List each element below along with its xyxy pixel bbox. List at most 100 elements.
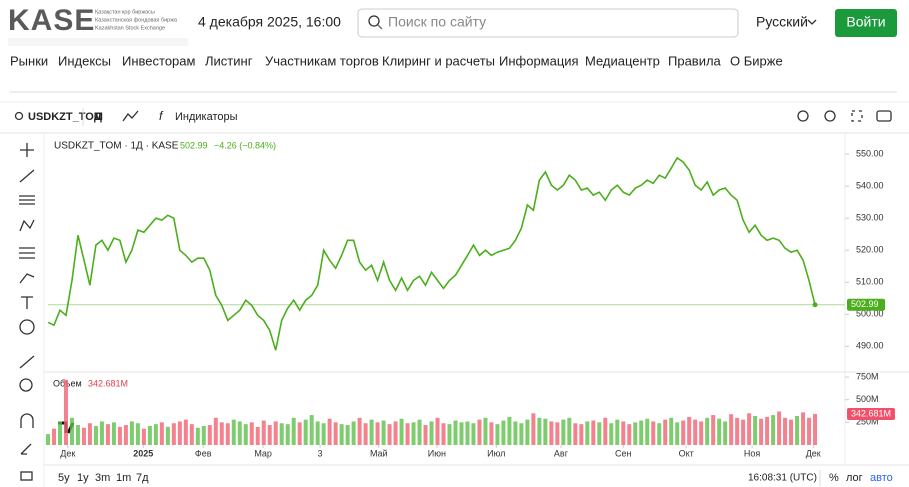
text-tool[interactable]	[21, 296, 33, 309]
nav-item[interactable]: О Бирже	[730, 53, 783, 68]
volume-bar	[249, 422, 254, 445]
tagline: Казахстанская фондовая биржа	[95, 17, 178, 23]
x-tick-label: Окт	[679, 448, 694, 458]
chevron	[807, 19, 817, 25]
logo[interactable]: KASE	[8, 4, 95, 37]
volume-bar	[543, 418, 548, 445]
icon[interactable]	[797, 110, 809, 122]
magnet-tool[interactable]	[20, 413, 34, 428]
y-tick-label: 550.00	[856, 148, 884, 158]
nav-item[interactable]: Информация	[499, 53, 579, 68]
x-tick-label: Июн	[428, 448, 446, 458]
x-tick-label: Июл	[487, 448, 505, 458]
volume-bar	[99, 421, 104, 445]
pencil-tool[interactable]	[20, 443, 32, 455]
range-button[interactable]: 1m	[116, 472, 131, 484]
volume-bar	[177, 421, 182, 445]
volume-bar	[315, 421, 320, 445]
volume-bar	[759, 418, 764, 445]
percent[interactable]: %	[829, 472, 839, 484]
search-box[interactable]	[357, 8, 739, 38]
symbol[interactable]: USDKZT_TOM	[28, 111, 103, 123]
volume-bar	[447, 424, 452, 445]
volume-bar	[813, 413, 818, 445]
tagline: Kazakhstan Stock Exchange	[95, 25, 165, 31]
nav-item[interactable]: Медиацентр	[585, 53, 660, 68]
volume-bar	[46, 434, 50, 445]
nav-item[interactable]: Клиринг и расчеты	[382, 53, 495, 68]
pattern-tool[interactable]	[19, 219, 35, 232]
volume-bar	[435, 417, 440, 445]
auto[interactable]: авто	[870, 472, 893, 484]
volume-bar	[363, 423, 368, 445]
search-icon	[377, 24, 383, 30]
volume-bar	[489, 422, 494, 445]
volume-bar	[645, 418, 650, 445]
volume-bar	[675, 422, 680, 445]
range-button[interactable]: 7д	[136, 472, 149, 484]
zoom-tool[interactable]	[19, 378, 33, 392]
range-button[interactable]: 3m	[95, 472, 110, 484]
volume-bar	[621, 421, 626, 445]
volume-bar	[747, 413, 752, 445]
volume-bar	[735, 417, 740, 445]
last-price-label: 502.99	[851, 299, 879, 309]
interval[interactable]: Д	[94, 111, 102, 123]
x-tick-label: Май	[370, 448, 388, 458]
last-price-box	[847, 298, 885, 311]
channel-tool[interactable]	[19, 195, 35, 205]
volume-bar	[441, 423, 446, 445]
emoji-tool[interactable]	[19, 319, 35, 335]
nav-item[interactable]: Инвесторам	[122, 53, 196, 68]
fullscreen-icon[interactable]	[851, 110, 863, 122]
volume-bar	[357, 417, 362, 445]
nav-item[interactable]: Рынки	[10, 53, 48, 68]
volume-bar	[771, 415, 776, 445]
brush-tool[interactable]	[19, 273, 35, 284]
volume-bar	[531, 413, 536, 445]
x-tick-label: Мар	[254, 448, 272, 458]
x-tick-label: Фев	[195, 448, 212, 458]
volume-last: 342.681M	[88, 378, 128, 388]
y-tick-label: 520.00	[856, 245, 884, 255]
volume-bar	[777, 411, 782, 445]
volume-bar	[153, 424, 158, 445]
volume-bar	[765, 416, 770, 445]
volume-bar	[207, 425, 212, 445]
nav-item[interactable]: Индексы	[58, 53, 111, 68]
volume-bar	[171, 423, 176, 445]
volume-bar	[477, 419, 482, 445]
ruler-tool[interactable]	[19, 355, 35, 369]
camera-icon[interactable]	[876, 110, 892, 122]
volume-bar	[609, 423, 614, 445]
volume-bar	[783, 417, 788, 445]
chart-type-icon[interactable]	[122, 110, 139, 122]
volume-bar	[537, 417, 542, 445]
volume-bar	[231, 419, 236, 445]
login-button[interactable]	[835, 9, 897, 37]
fib-tool[interactable]	[19, 247, 35, 259]
settings-icon[interactable]	[824, 110, 836, 122]
crosshair-tool[interactable]	[20, 143, 34, 157]
volume-bar	[213, 417, 218, 445]
volume-bar	[453, 420, 458, 445]
nav-item[interactable]: Листинг	[205, 53, 253, 68]
volume-bar	[273, 421, 278, 445]
volume-bar	[567, 417, 572, 445]
lock-tool[interactable]	[20, 471, 33, 481]
range-button[interactable]: 5y	[58, 472, 70, 484]
volume-bar	[111, 422, 116, 445]
range-button[interactable]: 1y	[77, 472, 89, 484]
indicators[interactable]: Индикаторы	[175, 111, 238, 123]
language[interactable]: Русский	[756, 14, 808, 30]
log[interactable]: лог	[846, 472, 863, 484]
search-placeholder: Поиск по сайту	[388, 14, 486, 30]
nav-item[interactable]: Участникам торгов	[265, 53, 379, 68]
y-tick-label: 490.00	[856, 341, 884, 351]
nav-item[interactable]: Правила	[668, 53, 722, 68]
volume-bar	[705, 417, 710, 445]
x-tick-label: Сен	[615, 448, 632, 458]
volume-bar	[717, 418, 722, 445]
volume-bar	[723, 421, 728, 445]
line-tool[interactable]	[19, 169, 35, 183]
